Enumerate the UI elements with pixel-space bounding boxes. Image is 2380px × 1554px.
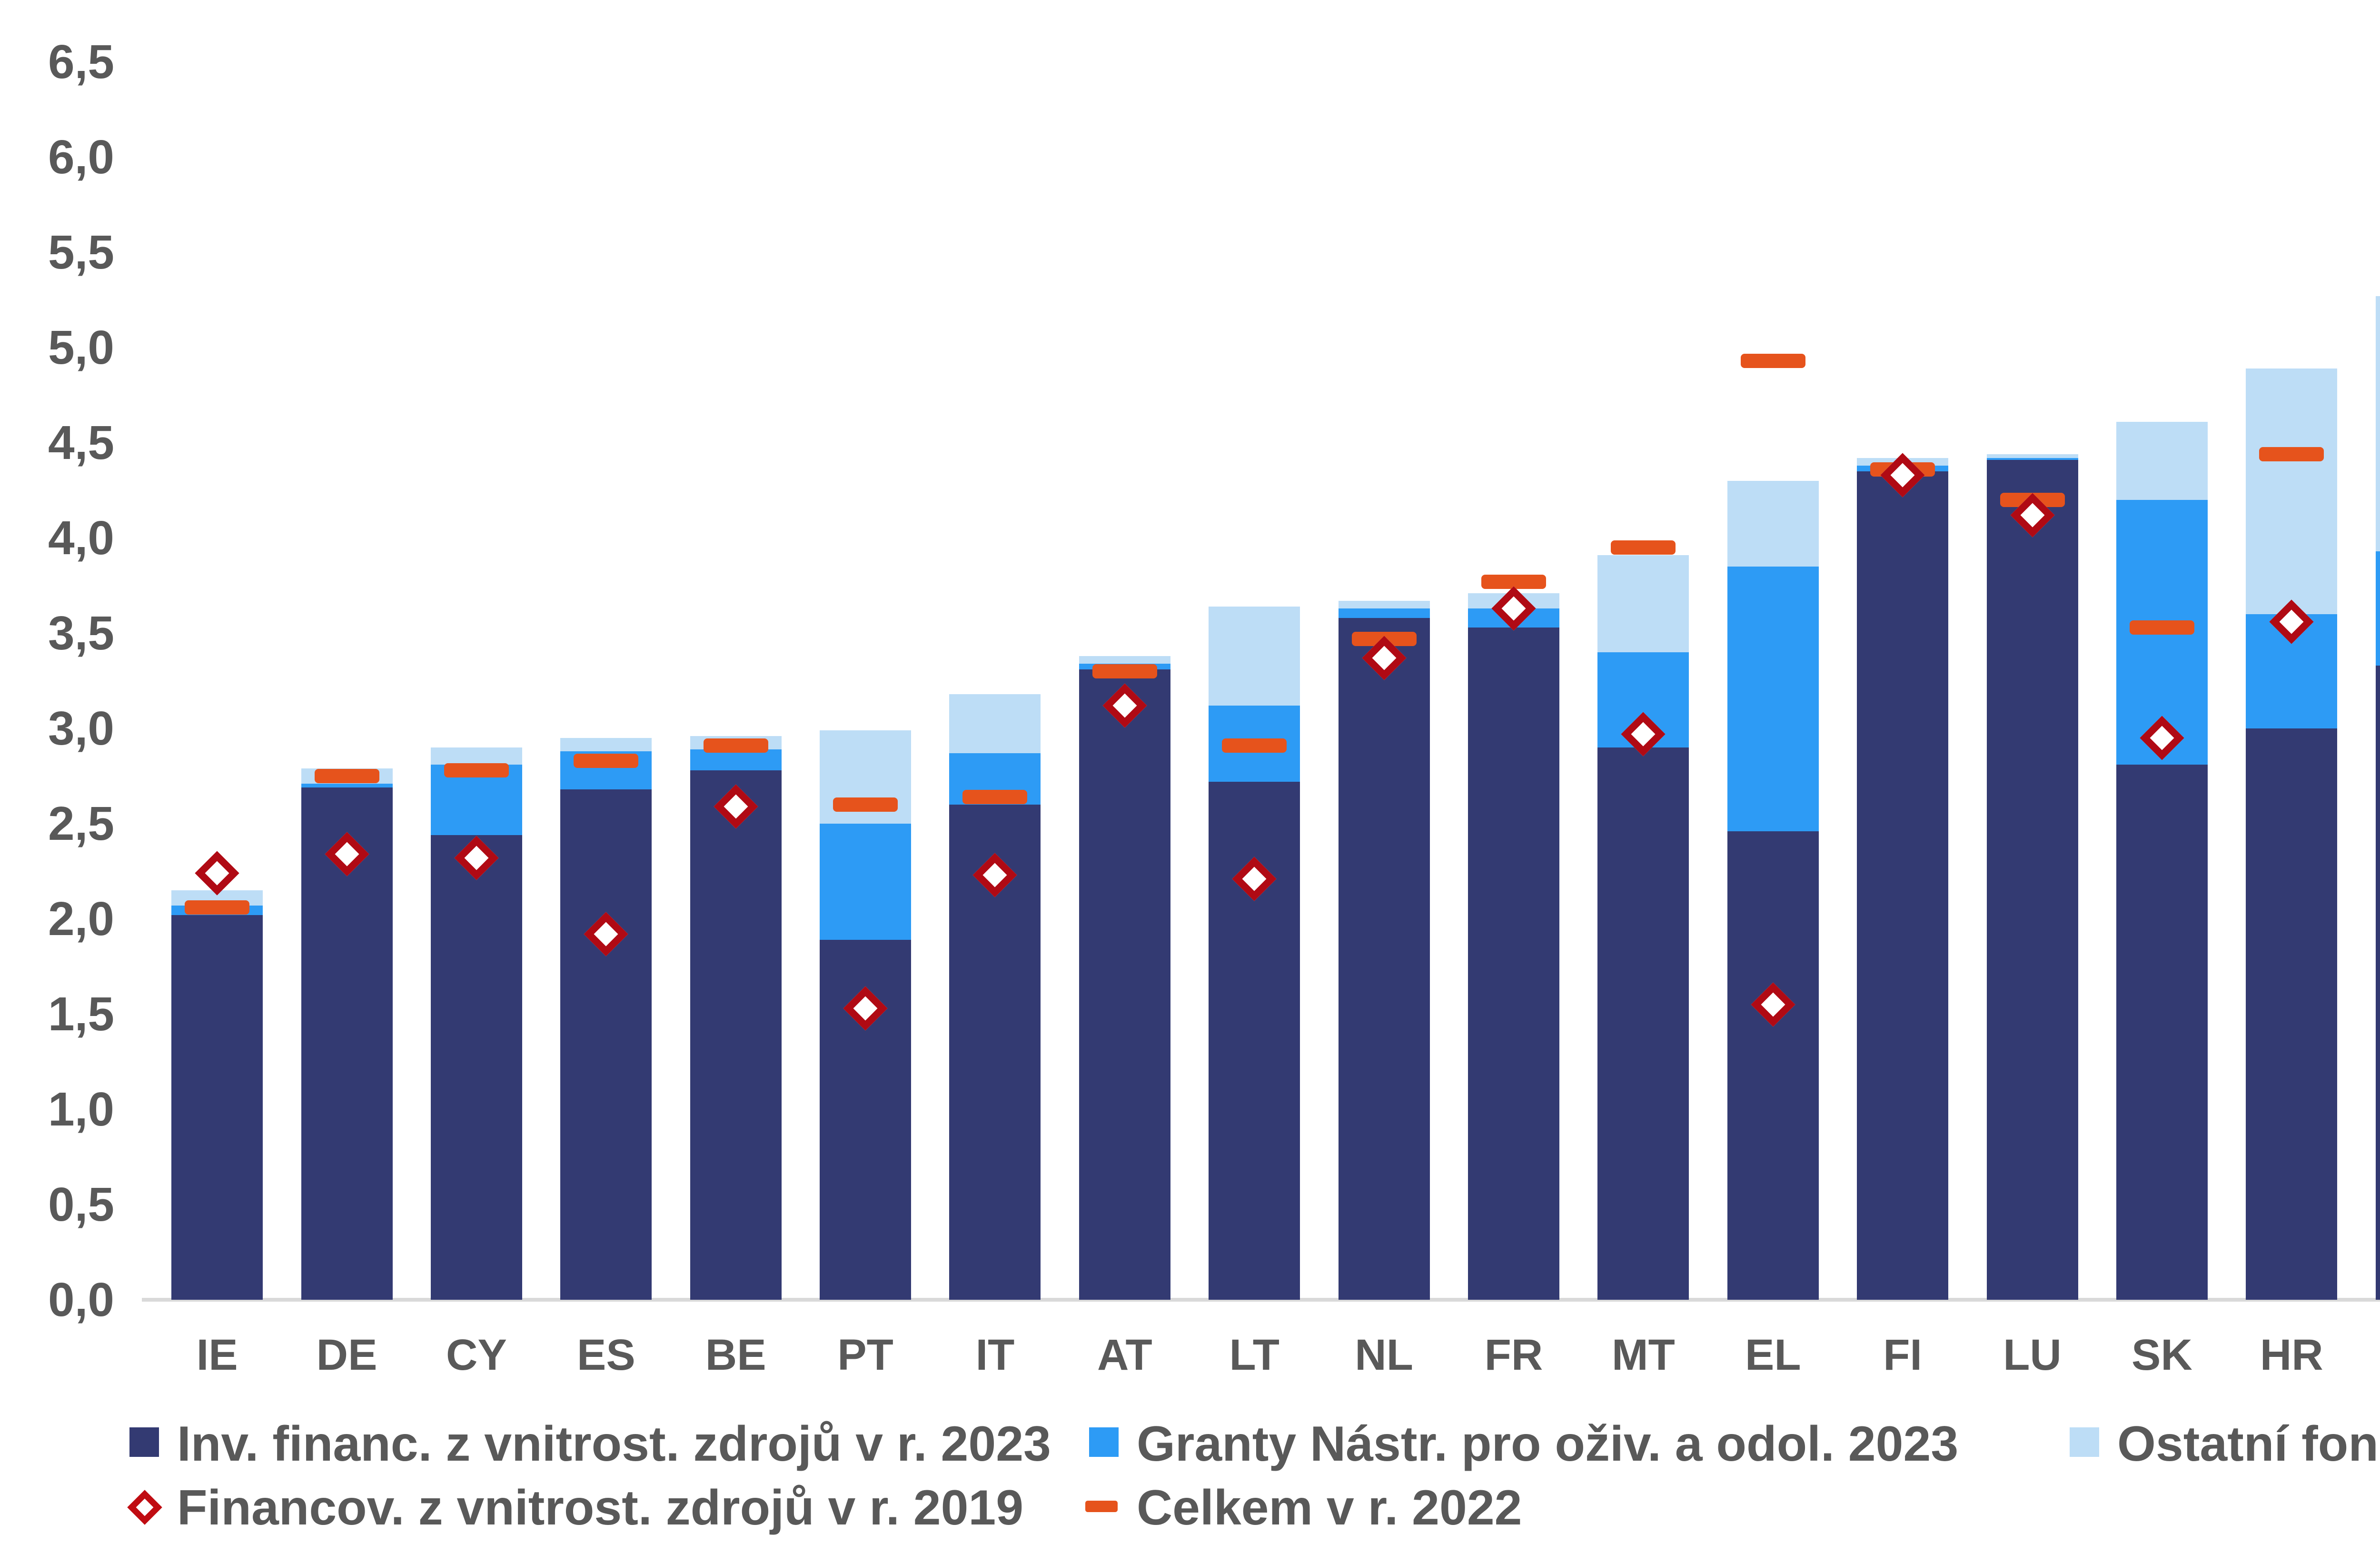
x-axis-label-FI: FI: [1883, 1331, 1922, 1379]
total-2022-dash-AT: [1092, 664, 1157, 678]
x-axis-label-LU: LU: [2003, 1331, 2062, 1379]
y-tick-label: 0,5: [48, 1178, 114, 1231]
bar-segment-FI-series0: [1857, 471, 1949, 1300]
y-tick-label: 1,5: [48, 987, 114, 1041]
bar-segment-LU-series0: [1986, 460, 2078, 1300]
total-2022-dash-CY: [444, 763, 509, 777]
x-axis-label-MT: MT: [1611, 1331, 1675, 1379]
y-tick-label: 2,0: [48, 892, 114, 946]
bar-segment-FR-series0: [1468, 628, 1559, 1300]
bar-segment-LV-series1: [2375, 551, 2380, 666]
bar-segment-LV-series2: [2375, 296, 2380, 551]
legend-label-domestic-2023: Inv. financ. z vnitrost. zdrojů v r. 202…: [177, 1416, 1051, 1472]
x-axis-label-HR: HR: [2260, 1331, 2323, 1379]
x-axis-label-IE: IE: [196, 1331, 238, 1379]
y-tick-label: 4,5: [48, 416, 114, 469]
legend-label-domestic-2019: Financov. z vnitrost. zdrojů v r. 2019: [177, 1480, 1024, 1535]
x-axis-label-NL: NL: [1355, 1331, 1413, 1379]
bar-segment-LT-series2: [1209, 607, 1300, 706]
x-axis-label-LT: LT: [1229, 1331, 1280, 1379]
y-tick-label: 5,0: [48, 321, 114, 374]
legend-label-rrf-grants-2023: Granty Nástr. pro oživ. a odol. 2023: [1137, 1416, 1959, 1472]
bar-segment-NL-series2: [1338, 601, 1430, 608]
y-tick-label: 3,0: [48, 702, 114, 755]
x-axis-label-CY: CY: [446, 1331, 507, 1379]
bar-segment-EL-series1: [1727, 567, 1819, 831]
bar-segment-HR-series0: [2246, 728, 2338, 1300]
bar-segment-MT-series0: [1597, 747, 1689, 1300]
bar-segment-LU-series1: [1986, 458, 2078, 460]
bar-segment-AT-series2: [1079, 656, 1170, 664]
total-2022-dash-IE: [185, 900, 250, 915]
x-axis-label-SK: SK: [2131, 1331, 2192, 1379]
x-axis-label-IT: IT: [975, 1331, 1015, 1379]
legend-label-other-eu-funds-2023: Ostatní fondy EU v r. 2023: [2117, 1416, 2380, 1472]
bar-segment-NL-series1: [1338, 608, 1430, 618]
y-tick-label: 5,5: [48, 226, 114, 279]
total-2022-dash-BE: [703, 738, 768, 753]
legend-diamond-icon: [127, 1490, 162, 1525]
total-2022-dash-PT: [833, 797, 898, 812]
y-tick-label: 0,0: [48, 1273, 114, 1326]
total-2022-dash-SK: [2129, 620, 2194, 635]
bar-segment-ES-series0: [560, 789, 652, 1300]
bar-segment-EL-series0: [1727, 831, 1819, 1300]
x-axis-label-ES: ES: [576, 1331, 635, 1379]
y-tick-label: 3,5: [48, 607, 114, 660]
y-tick-label: 1,0: [48, 1083, 114, 1136]
y-tick-label: 2,5: [48, 797, 114, 850]
bar-segment-LU-series2: [1986, 454, 2078, 458]
bar-segment-SK-series0: [2116, 765, 2208, 1300]
bar-segment-BE-series1: [690, 749, 782, 770]
bar-segment-SK-series2: [2116, 422, 2208, 500]
bar-segment-EL-series2: [1727, 481, 1819, 567]
x-axis-label-PT: PT: [837, 1331, 893, 1379]
total-2022-dash-HR: [2259, 447, 2324, 461]
financing-2019-diamond-IE: [195, 851, 239, 896]
legend-dash-icon: [1085, 1501, 1118, 1512]
bar-segment-NL-series0: [1338, 618, 1430, 1300]
bar-segment-CY-series0: [430, 835, 522, 1300]
bar-segment-CY-series2: [430, 747, 522, 765]
total-2022-dash-MT: [1611, 540, 1676, 555]
x-axis-label-DE: DE: [316, 1331, 377, 1379]
y-tick-label: 6,0: [48, 130, 114, 184]
x-axis-label-EL: EL: [1745, 1331, 1801, 1379]
x-axis-label-AT: AT: [1097, 1331, 1152, 1379]
total-2022-dash-EL: [1740, 354, 1805, 368]
y-tick-label: 4,0: [48, 511, 114, 565]
bar-segment-IE-series0: [171, 915, 263, 1300]
bar-segment-LV-series0: [2375, 666, 2380, 1300]
bar-segment-HR-series2: [2246, 369, 2338, 614]
x-axis-line: [142, 1298, 2380, 1302]
total-2022-dash-DE: [314, 769, 379, 783]
bar-segment-ES-series2: [560, 738, 652, 751]
total-2022-dash-LT: [1222, 738, 1287, 753]
legend-swatch-domestic-2023: [129, 1427, 159, 1457]
bar-segment-DE-series1: [301, 784, 393, 787]
bar-segment-MT-series2: [1597, 555, 1689, 652]
legend-label-total-2022: Celkem v r. 2022: [1137, 1480, 1522, 1535]
x-axis-label-FR: FR: [1484, 1331, 1543, 1379]
x-axis-label-BE: BE: [705, 1331, 766, 1379]
bar-segment-PT-series1: [820, 824, 912, 940]
legend-swatch-rrf-grants-2023: [1089, 1427, 1119, 1457]
bar-segment-AT-series0: [1079, 669, 1170, 1300]
bar-segment-IT-series2: [949, 694, 1041, 753]
total-2022-dash-ES: [574, 754, 639, 768]
legend-swatch-other-eu-funds-2023: [2070, 1427, 2099, 1457]
bar-segment-BE-series0: [690, 770, 782, 1300]
y-tick-label: 6,5: [48, 35, 114, 89]
total-2022-dash-IT: [962, 790, 1028, 804]
x-axis-label-LV: LV: [2356, 1333, 2380, 1377]
